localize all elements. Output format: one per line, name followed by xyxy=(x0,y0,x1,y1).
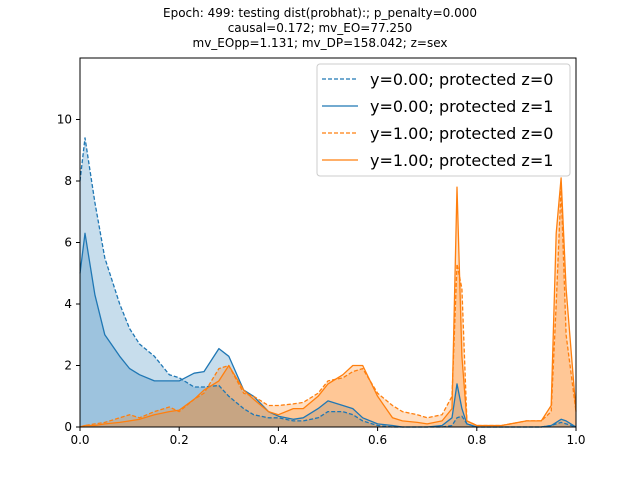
y-tick-label: 4 xyxy=(64,297,72,311)
x-tick-label: 0.0 xyxy=(70,433,89,447)
x-tick-label: 0.8 xyxy=(467,433,486,447)
x-tick-label: 0.4 xyxy=(269,433,288,447)
legend: y=0.00; protected z=0 y=0.00; protected z… xyxy=(316,63,571,177)
y-tick-label: 10 xyxy=(57,113,72,127)
series-line-4 xyxy=(79,177,577,428)
title-line-3: mv_EOpp=1.131; mv_DP=158.042; z=sex xyxy=(193,36,448,50)
x-tick-label: 1.0 xyxy=(566,433,585,447)
y-tick-label: 6 xyxy=(64,236,72,250)
title-line-1: Epoch: 499: testing dist(probhat):; p_pe… xyxy=(163,6,477,20)
series-fill-2 xyxy=(80,233,576,427)
legend-label-2: y=0.00; protected z=1 xyxy=(370,97,553,116)
title-line-2: causal=0.172; mv_EO=77.250 xyxy=(228,21,413,35)
legend-label-3: y=1.00; protected z=0 xyxy=(370,124,553,143)
x-tick-label: 0.6 xyxy=(368,433,387,447)
series-fill-1 xyxy=(80,137,576,427)
y-tick-label: 0 xyxy=(64,420,72,434)
density-fills xyxy=(80,137,576,427)
y-tick-label: 8 xyxy=(64,174,72,188)
legend-label-4: y=1.00; protected z=1 xyxy=(370,151,553,170)
legend-box xyxy=(316,63,571,177)
y-axis: 0 2 4 6 8 10 xyxy=(57,113,80,434)
x-tick-label: 0.2 xyxy=(170,433,189,447)
chart-title: Epoch: 499: testing dist(probhat):; p_pe… xyxy=(163,6,477,50)
plot-area xyxy=(79,137,577,428)
y-tick-label: 2 xyxy=(64,359,72,373)
legend-label-1: y=0.00; protected z=0 xyxy=(370,70,553,89)
x-axis: 0.0 0.2 0.4 0.6 0.8 1.0 xyxy=(70,427,586,447)
